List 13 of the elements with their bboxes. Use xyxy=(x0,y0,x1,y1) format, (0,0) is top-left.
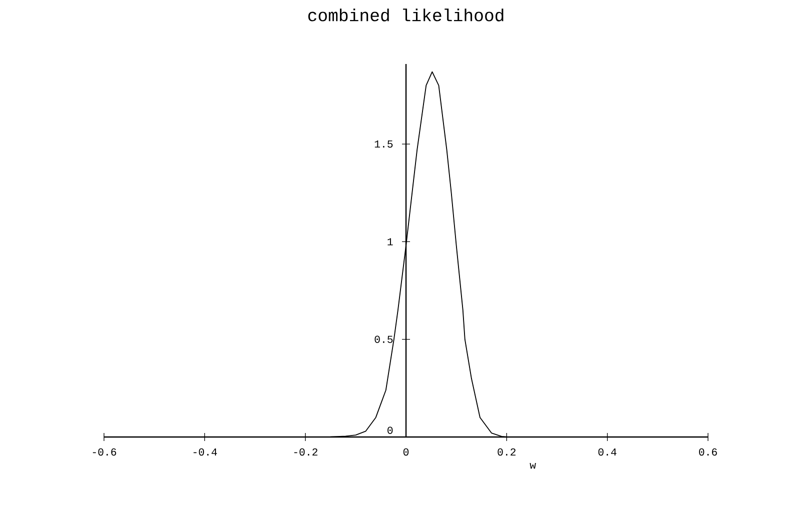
x-tick-label: 0 xyxy=(403,448,409,456)
x-tick-label: 0.2 xyxy=(498,448,516,456)
y-tick-label: 0 xyxy=(388,426,393,434)
x-tick-label: 0.4 xyxy=(598,448,616,456)
chart-title: combined likelihood xyxy=(308,8,504,22)
x-axis-title: w xyxy=(530,463,536,469)
y-tick-label: 1.5 xyxy=(374,140,393,148)
y-tick-label: 0.5 xyxy=(374,336,393,343)
y-tick-label: 1 xyxy=(388,238,393,246)
x-tick-label: 0.6 xyxy=(699,448,717,456)
x-tick-label: -0.4 xyxy=(194,448,217,456)
x-tick-label: -0.6 xyxy=(92,448,116,456)
x-tick-label: -0.2 xyxy=(294,448,318,456)
